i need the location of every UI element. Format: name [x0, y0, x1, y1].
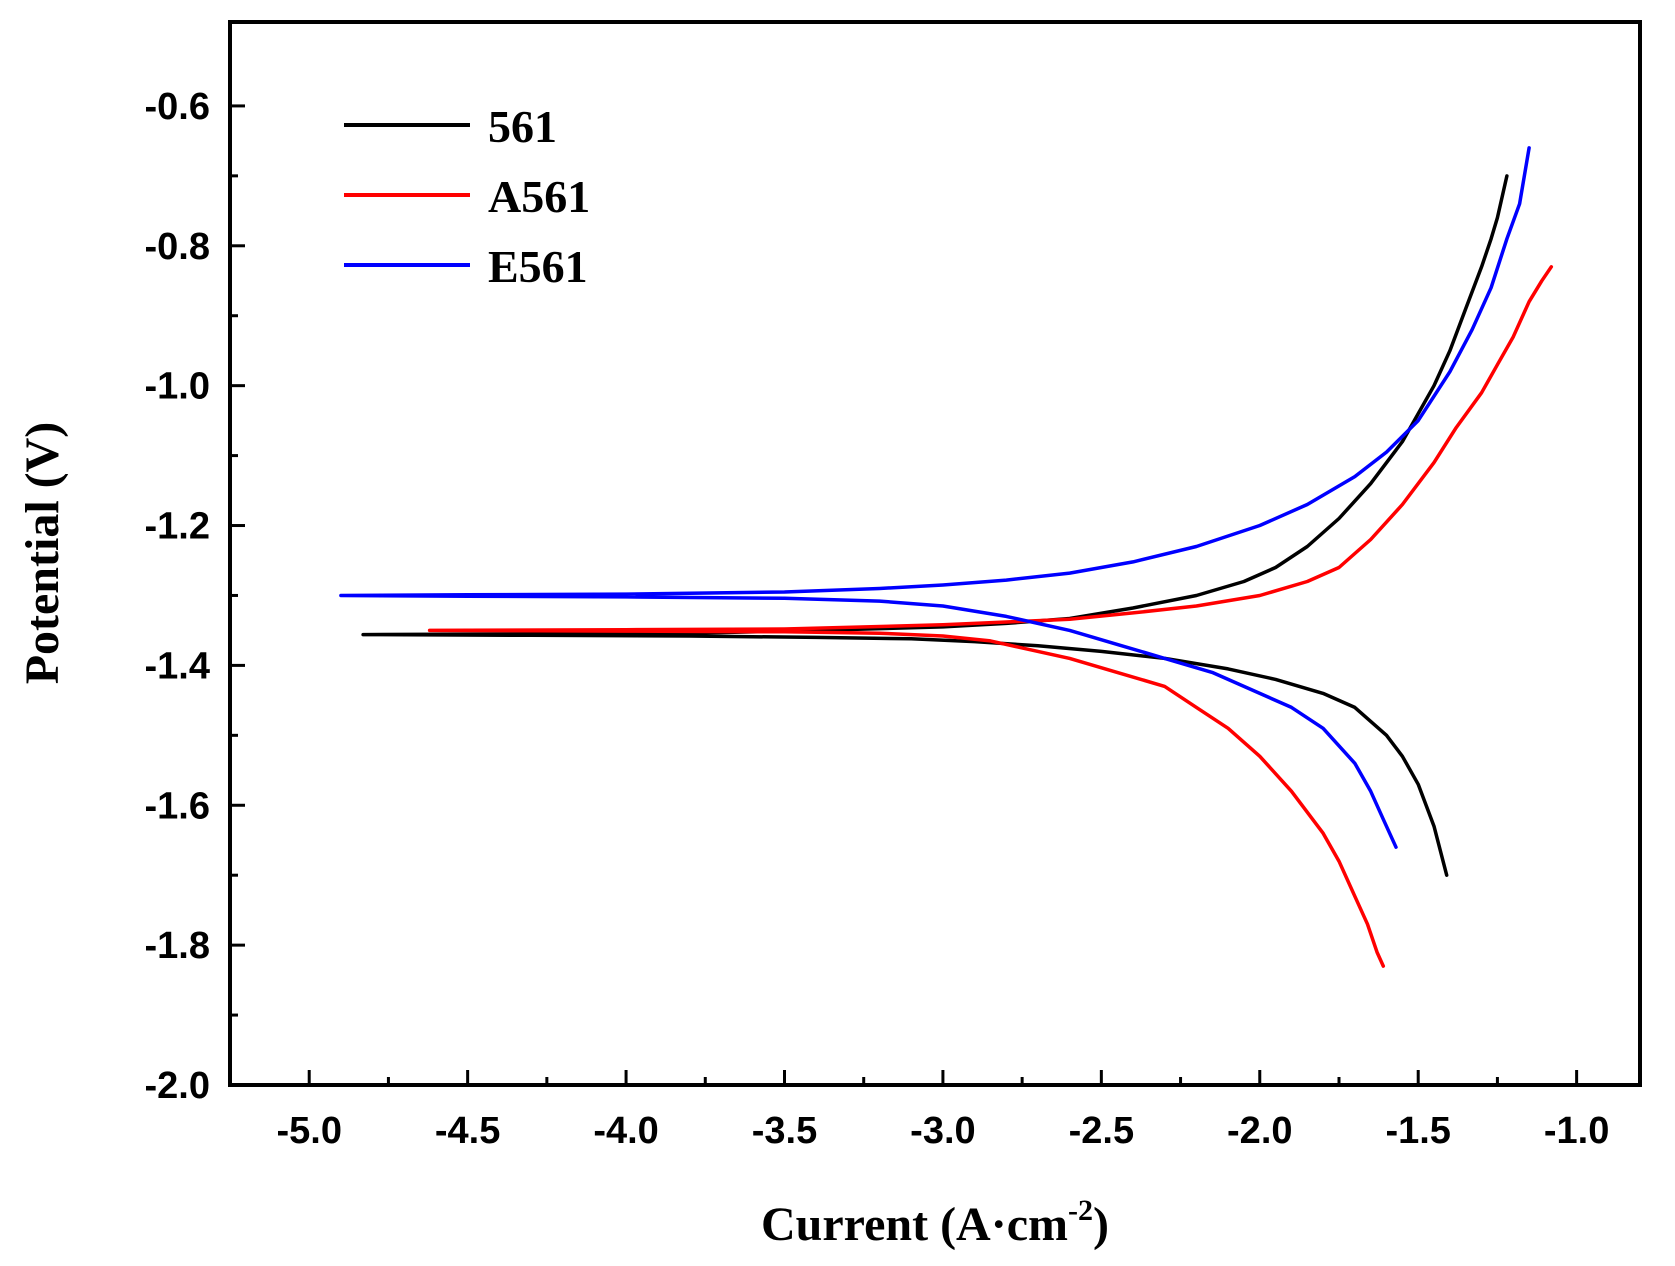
x-tick-label: -4.0 — [593, 1110, 658, 1152]
x-tick-label: -1.5 — [1385, 1110, 1450, 1152]
x-tick-label: -3.5 — [752, 1110, 817, 1152]
y-tick-label: -1.4 — [145, 645, 210, 687]
y-axis-ticks: -2.0 -1.8 -1.6 -1.4 -1.2 -1.0 -0.8 -0.6 — [145, 86, 245, 1107]
series-lines — [339, 146, 1554, 968]
x-tick-label: -2.0 — [1227, 1110, 1292, 1152]
series-line-e561 — [339, 146, 1531, 849]
x-axis-title: Current (A·cm-2) — [761, 1194, 1109, 1251]
x-tick-label: -3.0 — [910, 1110, 975, 1152]
x-axis-title-close: ) — [1093, 1198, 1109, 1251]
y-axis-title: Potential (V) — [16, 422, 69, 685]
x-tick-label: -2.5 — [1069, 1110, 1134, 1152]
series-line-a561 — [427, 265, 1554, 968]
x-tick-label: -5.0 — [276, 1110, 341, 1152]
legend-label-561: 561 — [488, 101, 557, 152]
plot-frame — [228, 20, 1642, 1087]
y-tick-label: -2.0 — [145, 1065, 210, 1107]
y-tick-label: -1.8 — [145, 925, 210, 967]
x-axis-ticks: -5.0 -4.5 -4.0 -3.5 -3.0 -2.5 -2.0 -1.5 -1.0 — [276, 1070, 1609, 1152]
x-tick-label: -1.0 — [1544, 1110, 1609, 1152]
series-line-561 — [361, 174, 1509, 877]
legend-label-a561: A561 — [488, 171, 590, 222]
x-tick-label: -4.5 — [435, 1110, 500, 1152]
x-axis-title-main: Current (A·cm — [761, 1198, 1068, 1251]
legend: 561 A561 E561 — [344, 101, 590, 292]
y-tick-label: -1.2 — [145, 506, 210, 548]
x-axis-title-superscript: -2 — [1068, 1194, 1093, 1227]
y-tick-label: -1.6 — [145, 785, 210, 827]
y-tick-label: -0.8 — [145, 226, 210, 268]
y-tick-label: -1.0 — [145, 366, 210, 408]
legend-label-e561: E561 — [488, 241, 588, 292]
y-tick-label: -0.6 — [145, 86, 210, 128]
